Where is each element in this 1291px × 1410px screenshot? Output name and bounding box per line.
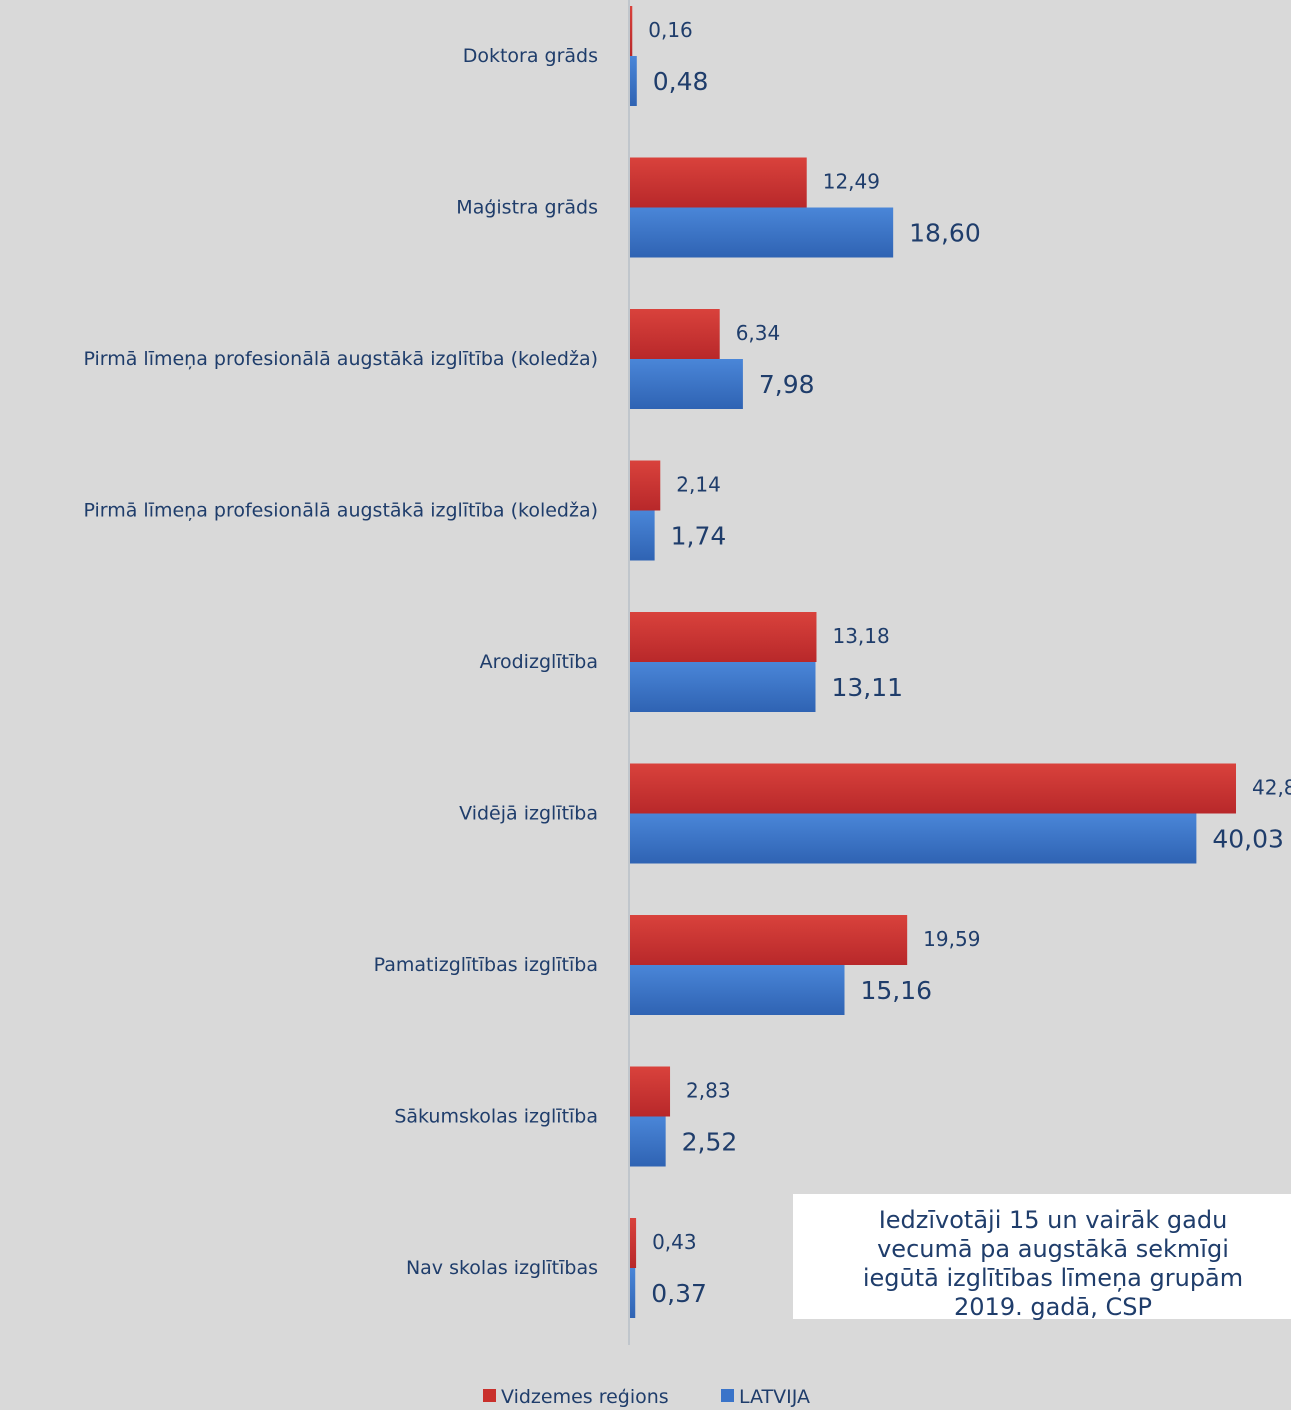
value-label: 6,34 <box>736 321 781 345</box>
category-label: Vidējā izglītība <box>459 803 598 825</box>
value-label: 12,49 <box>823 170 880 194</box>
category-label: Arodizglītība <box>480 651 598 673</box>
bar-latvija <box>630 359 743 409</box>
value-label: 0,37 <box>651 1279 707 1308</box>
bar-vidzemes <box>630 763 1236 814</box>
bar-latvija <box>630 207 894 258</box>
value-label: 15,16 <box>860 976 932 1005</box>
caption-line: vecumā pa augstākā sekmīgi <box>877 1235 1229 1263</box>
bar-latvija <box>630 1268 636 1318</box>
caption-text: Iedzīvotāji 15 un vairāk gadu vecumā pa … <box>793 1206 1291 1322</box>
value-label: 1,74 <box>671 522 727 551</box>
caption-box: Iedzīvotāji 15 un vairāk gadu vecumā pa … <box>793 1194 1291 1322</box>
legend: Vidzemes reģions LATVIJA <box>483 1386 810 1408</box>
value-label: 7,98 <box>759 370 815 399</box>
legend-label: Vidzemes reģions <box>501 1386 669 1408</box>
caption-line: Iedzīvotāji 15 un vairāk gadu <box>878 1206 1228 1234</box>
bar-vidzemes <box>630 915 908 965</box>
caption-line: 2019. gadā, CSP <box>954 1293 1152 1321</box>
bar-latvija <box>630 56 637 106</box>
value-label: 13,11 <box>831 673 903 702</box>
bar-vidzemes <box>630 1218 637 1268</box>
legend-swatch-vidzemes <box>483 1389 496 1402</box>
bar-vidzemes <box>630 1066 671 1117</box>
value-label: 0,48 <box>653 67 709 96</box>
caption-line: iegūtā izglītības līmeņa grupām <box>862 1264 1244 1292</box>
value-label: 2,52 <box>682 1128 738 1157</box>
category-label: Sākumskolas izglītība <box>394 1106 598 1128</box>
bar-vidzemes <box>630 309 720 359</box>
bar-vidzemes <box>630 460 661 511</box>
value-label: 0,16 <box>648 18 693 42</box>
category-label: Nav skolas izglītības <box>406 1257 598 1279</box>
legend-label: LATVIJA <box>739 1386 810 1408</box>
category-label: Maģistra grāds <box>456 197 598 219</box>
category-label: Pirmā līmeņa profesionālā augstākā izglī… <box>83 500 598 522</box>
category-label: Doktora grāds <box>463 45 598 67</box>
value-label: 42,83 <box>1252 776 1291 800</box>
value-label: 0,43 <box>652 1230 697 1254</box>
bar-vidzemes <box>630 612 817 662</box>
value-label: 2,83 <box>686 1079 731 1103</box>
bar-latvija <box>630 1116 666 1167</box>
category-label: Pirmā līmeņa profesionālā augstākā izglī… <box>83 348 598 370</box>
bar-vidzemes <box>630 157 807 208</box>
value-label: 40,03 <box>1212 825 1284 854</box>
bar-vidzemes <box>630 6 633 56</box>
legend-swatch-latvija <box>721 1389 734 1402</box>
value-label: 2,14 <box>676 473 721 497</box>
category-label: Pamatizglītības izglītība <box>374 954 598 976</box>
bar-latvija <box>630 510 655 561</box>
value-label: 18,60 <box>909 219 981 248</box>
bar-latvija <box>630 965 845 1015</box>
bar-latvija <box>630 662 816 712</box>
bar-latvija <box>630 813 1197 864</box>
value-label: 13,18 <box>832 624 889 648</box>
value-label: 19,59 <box>923 927 980 951</box>
